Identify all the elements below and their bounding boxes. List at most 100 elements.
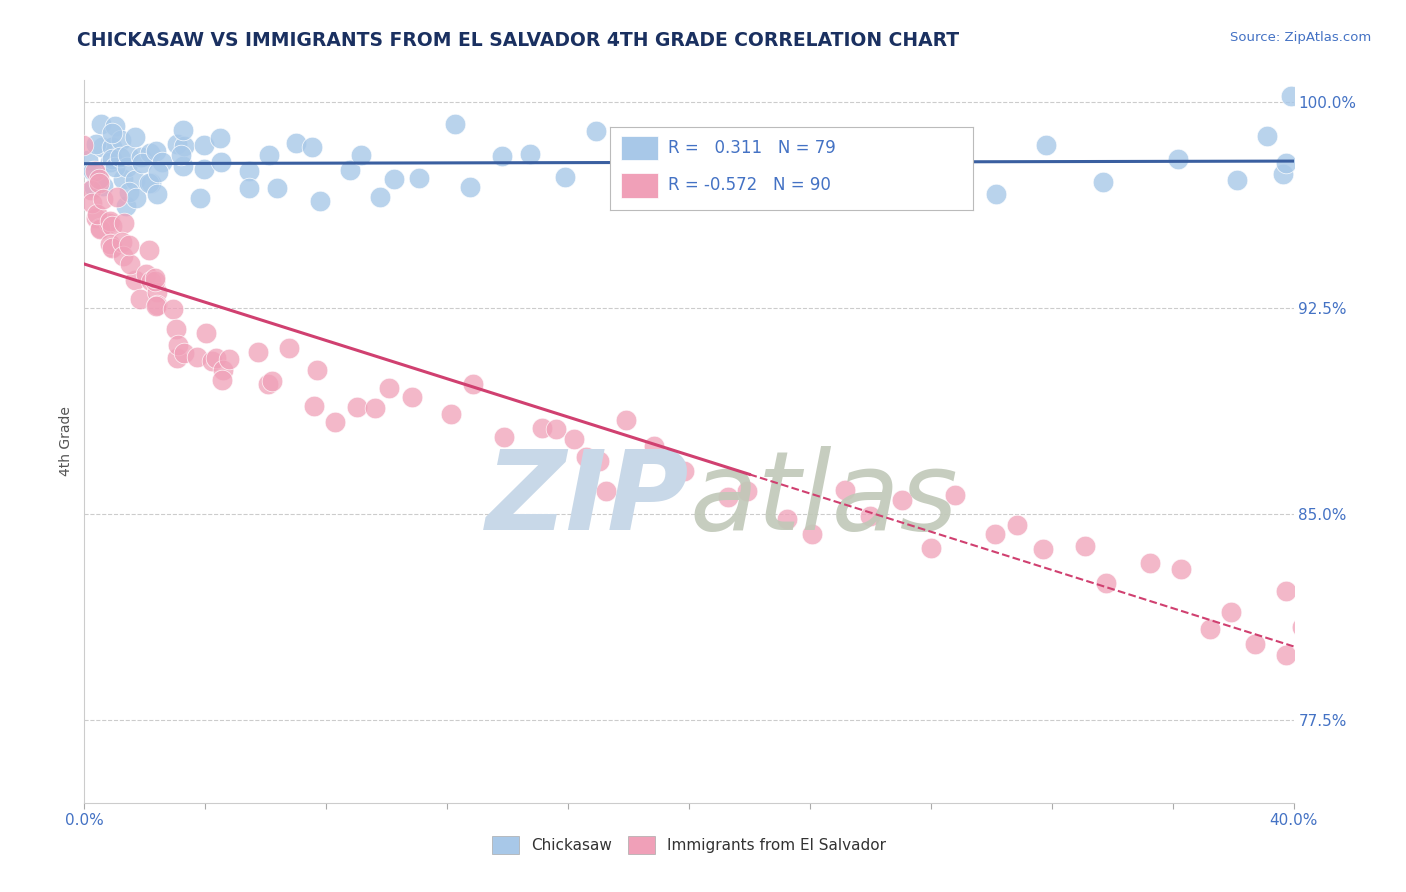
Point [1275, 584, 1298, 599]
Point [139, 176, 162, 190]
Point [890, 493, 912, 508]
Point [118, 185, 141, 199]
Point [101, 126, 124, 140]
Point [368, 190, 391, 204]
Point [150, 155, 173, 169]
Point [1035, 137, 1057, 152]
Point [80, 184, 103, 198]
Point [1170, 562, 1192, 576]
Point [834, 483, 856, 497]
Point [115, 160, 138, 174]
Point [77, 153, 100, 168]
Point [1275, 648, 1298, 662]
Point [172, 123, 194, 137]
Point [212, 363, 235, 377]
Point [1279, 89, 1302, 103]
Point [97, 216, 120, 230]
Point [104, 161, 127, 175]
Text: Source: ZipAtlas.com: Source: ZipAtlas.com [1230, 31, 1371, 45]
Point [1092, 175, 1115, 189]
Point [852, 164, 875, 178]
Point [1167, 152, 1189, 166]
Point [378, 382, 401, 396]
Point [166, 351, 188, 365]
Point [491, 149, 513, 163]
Point [167, 338, 190, 352]
Point [173, 159, 195, 173]
Point [201, 354, 224, 368]
Y-axis label: 4th Grade: 4th Grade [59, 407, 73, 476]
Point [87, 172, 110, 186]
Point [166, 136, 188, 151]
Point [301, 140, 323, 154]
Point [704, 145, 727, 160]
Point [145, 285, 167, 299]
Point [143, 274, 166, 288]
Point [80, 195, 103, 210]
Point [257, 148, 280, 162]
Point [124, 130, 146, 145]
Point [90, 117, 112, 131]
Text: atlas: atlas [689, 446, 957, 553]
Point [209, 131, 232, 145]
Point [401, 390, 423, 404]
Point [124, 273, 146, 287]
Point [408, 171, 430, 186]
Point [1219, 606, 1241, 620]
Point [920, 541, 942, 556]
Point [89, 220, 111, 235]
Point [1032, 542, 1054, 557]
Point [139, 274, 162, 288]
Point [928, 164, 950, 178]
Text: ZIP: ZIP [485, 446, 689, 553]
Point [440, 407, 463, 421]
Point [575, 450, 598, 465]
Point [143, 271, 166, 285]
Point [139, 146, 162, 161]
Point [87, 171, 110, 186]
Point [101, 140, 124, 154]
Point [613, 157, 636, 171]
Point [675, 164, 697, 178]
Point [339, 163, 361, 178]
Point [117, 148, 139, 162]
Point [614, 413, 637, 427]
Point [90, 140, 112, 154]
Point [91, 178, 114, 193]
Point [86, 207, 108, 221]
Point [1275, 156, 1298, 170]
Point [246, 344, 269, 359]
Point [266, 181, 288, 195]
Point [104, 120, 127, 134]
Point [110, 132, 132, 146]
Point [801, 526, 824, 541]
Point [195, 326, 218, 341]
Point [124, 173, 146, 187]
Point [585, 124, 607, 138]
Point [1139, 557, 1161, 571]
Point [129, 293, 152, 307]
Point [346, 400, 368, 414]
Point [1243, 637, 1265, 651]
Point [717, 491, 740, 505]
Point [740, 181, 762, 195]
Point [238, 163, 260, 178]
Point [737, 484, 759, 499]
Point [100, 241, 122, 255]
Point [461, 376, 484, 391]
Point [84, 136, 107, 151]
Point [131, 155, 153, 169]
Point [1199, 622, 1222, 636]
Point [83, 163, 105, 178]
Point [165, 322, 187, 336]
Point [115, 198, 138, 212]
Point [277, 342, 299, 356]
Point [110, 235, 132, 250]
Point [125, 191, 148, 205]
Point [986, 187, 1008, 202]
Point [205, 351, 228, 366]
Point [1226, 172, 1249, 186]
Point [129, 150, 152, 164]
Point [260, 374, 283, 388]
Point [112, 172, 135, 186]
